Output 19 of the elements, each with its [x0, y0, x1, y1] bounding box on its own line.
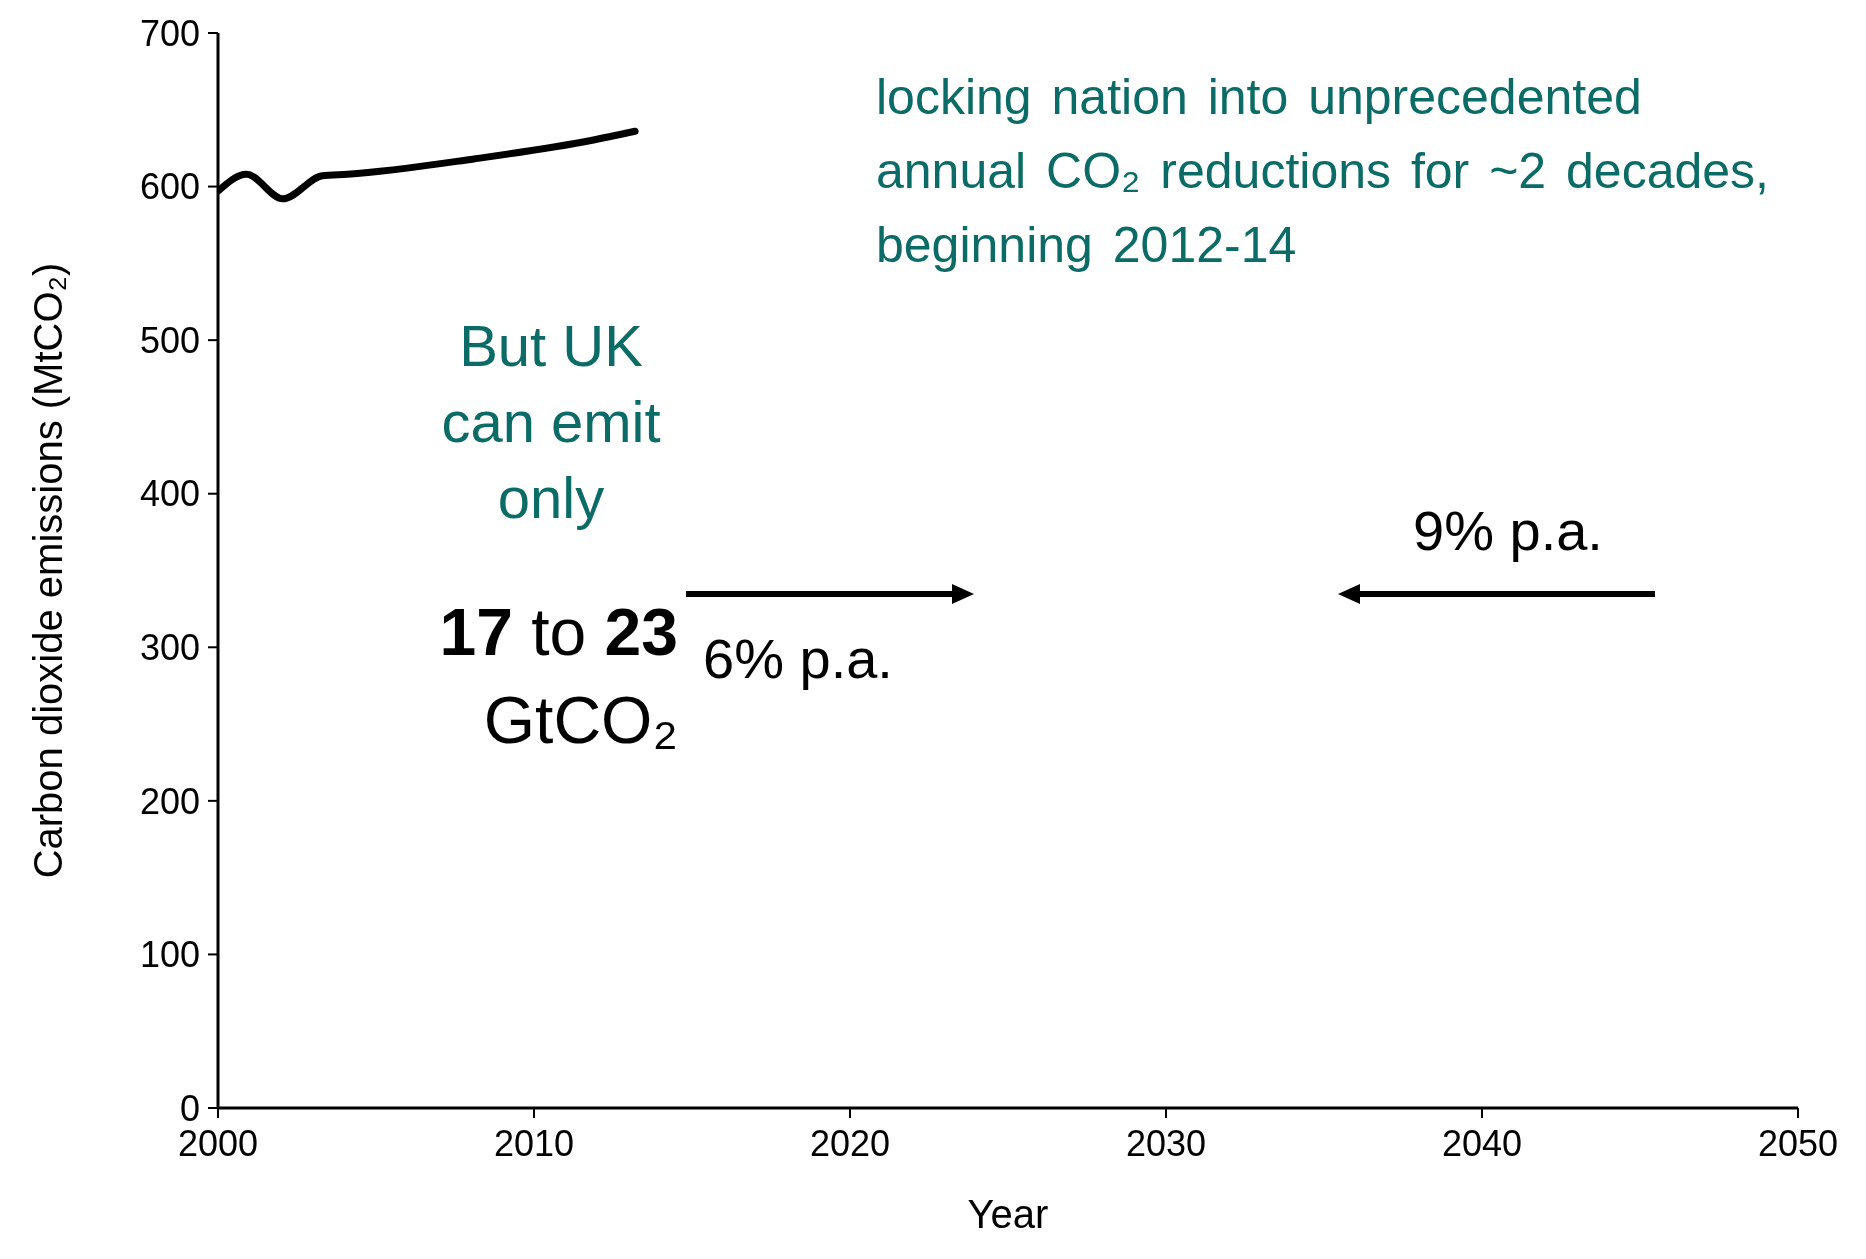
y-tick-label: 100: [139, 934, 200, 976]
annotation: 17 to 23 GtCO₂: [439, 595, 678, 757]
y-axis-title: Carbon dioxide emissions (MtCO₂): [26, 262, 71, 879]
y-tick-label: 400: [139, 473, 200, 515]
annotation: 6% p.a.: [703, 626, 893, 691]
annotation: But UK can emit only: [440, 312, 662, 532]
x-tick-label: 2030: [1125, 1122, 1207, 1164]
annotation: locking nation into unprecedented annual CO₂ reductions for ~2 decades, beginning 2012-14: [876, 68, 1770, 275]
x-tick-label: 2010: [493, 1122, 575, 1164]
x-tick-label: 2050: [1757, 1122, 1839, 1164]
y-tick-label: 600: [139, 166, 200, 208]
y-tick-label: 500: [139, 319, 200, 361]
x-tick-label: 2020: [809, 1122, 891, 1164]
y-tick-label: 700: [139, 12, 200, 54]
y-tick-label: 200: [139, 780, 200, 822]
y-tick-label: 300: [139, 627, 200, 669]
x-axis-title: Year: [967, 1192, 1049, 1236]
x-tick-label: 2040: [1441, 1122, 1523, 1164]
annotation: 9% p.a.: [1413, 498, 1603, 563]
